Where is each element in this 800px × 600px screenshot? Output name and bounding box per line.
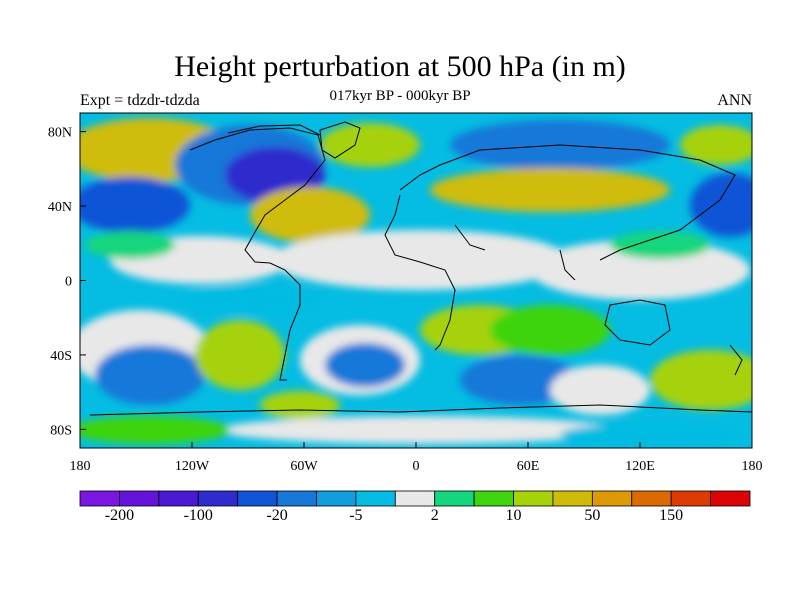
y-tick-label: 40S — [50, 349, 72, 364]
y-tick-label: 40N — [48, 200, 72, 215]
colorbar-box — [513, 490, 554, 507]
colorbar-box — [670, 490, 711, 507]
x-tick-label: 60W — [290, 459, 318, 474]
y-tick-label: 0 — [65, 275, 72, 290]
map-axes: 180 120W 60W 0 60E 120E 180 80N 40N 0 40S 80S — [48, 126, 763, 474]
colorbar-box — [276, 490, 317, 507]
colorbar-label: 50 — [584, 507, 601, 524]
colorbar-box — [237, 490, 278, 507]
colorbar-box — [158, 490, 199, 507]
x-tick-label: 120E — [625, 459, 655, 474]
colorbar-labels: -200 -100 -20 -5 2 10 50 150 — [0, 507, 800, 527]
colorbar-label: -200 — [104, 507, 135, 524]
colorbar-box — [316, 490, 357, 507]
colorbar-label: 2 — [430, 507, 439, 524]
colorbar-box — [591, 490, 633, 507]
colorbar-box — [79, 490, 120, 507]
season-label: ANN — [717, 92, 752, 109]
colorbar-label: 150 — [659, 507, 684, 524]
colorbar-box — [434, 490, 475, 507]
colorbar-box — [473, 490, 514, 507]
colorbar-label: -20 — [266, 507, 288, 524]
x-tick-label: 120W — [175, 459, 210, 474]
y-tick-label: 80N — [48, 126, 72, 141]
x-tick-label: 180 — [70, 459, 91, 474]
colorbar-box — [197, 490, 239, 507]
colorbar-label: 10 — [505, 507, 522, 524]
colorbar-box — [631, 490, 672, 507]
x-tick-label: 60E — [517, 459, 540, 474]
colorbar-label: -100 — [183, 507, 213, 524]
colorbar-box — [394, 490, 436, 507]
x-tick-label: 0 — [413, 459, 420, 474]
y-tick-label: 80S — [50, 423, 72, 438]
x-tick-label: 180 — [742, 459, 763, 474]
colorbar-box — [355, 490, 396, 507]
height-field — [80, 113, 752, 448]
map-subtitle: 017kyr BP - 000kyr BP — [329, 88, 471, 104]
colorbar-box — [119, 490, 160, 507]
colorbar-label: -5 — [349, 507, 363, 524]
colorbar — [79, 490, 751, 507]
colorbar-box — [710, 490, 751, 507]
coastlines — [89, 121, 752, 416]
map-title: Height perturbation at 500 hPa (in m) — [174, 50, 626, 83]
experiment-label: Expt = tdzdr-tdzda — [80, 92, 200, 109]
colorbar-box — [552, 490, 593, 507]
